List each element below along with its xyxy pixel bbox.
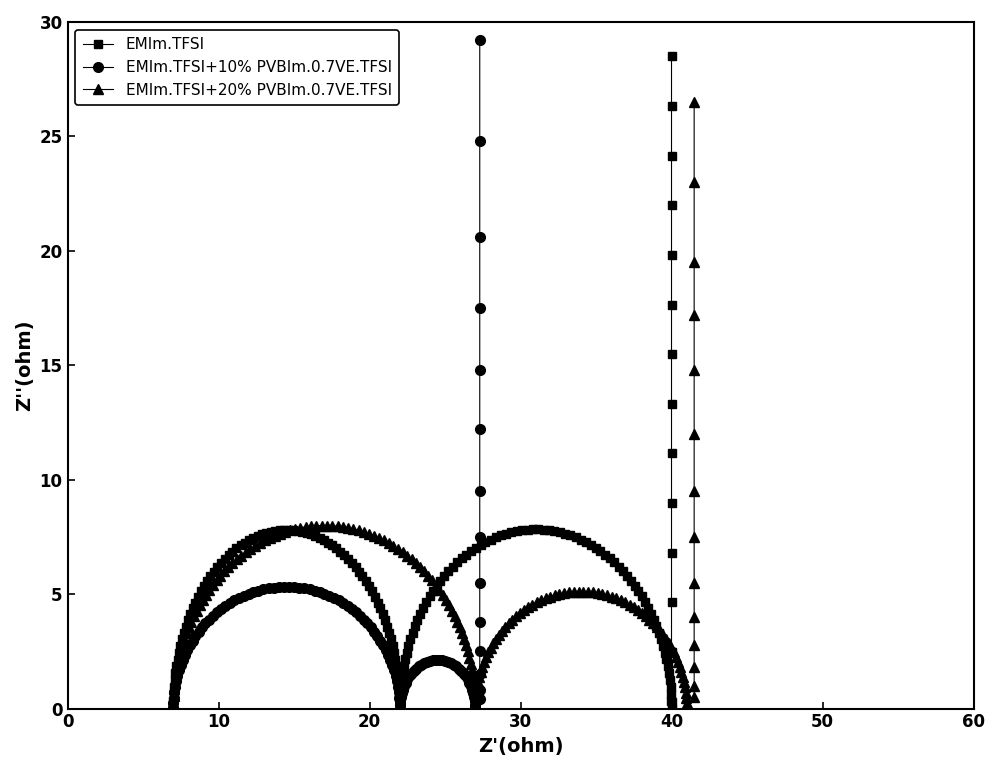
EMIm.TFSI+10% PVBIm.0.7VE.TFSI <box>173 666 185 675</box>
EMIm.TFSI <box>396 668 408 678</box>
EMIm.TFSI+10% PVBIm.0.7VE.TFSI <box>394 704 406 713</box>
EMIm.TFSI <box>666 52 678 61</box>
EMIm.TFSI+10% PVBIm.0.7VE.TFSI <box>365 623 377 632</box>
EMIm.TFSI <box>570 533 582 542</box>
X-axis label: Z'(ohm): Z'(ohm) <box>478 737 563 756</box>
EMIm.TFSI+20% PVBIm.0.7VE.TFSI <box>587 588 599 597</box>
EMIm.TFSI+10% PVBIm.0.7VE.TFSI <box>167 704 179 713</box>
Line: EMIm.TFSI+20% PVBIm.0.7VE.TFSI: EMIm.TFSI+20% PVBIm.0.7VE.TFSI <box>168 97 699 713</box>
EMIm.TFSI+20% PVBIm.0.7VE.TFSI <box>615 596 627 605</box>
EMIm.TFSI+20% PVBIm.0.7VE.TFSI <box>167 704 179 713</box>
EMIm.TFSI <box>372 598 384 607</box>
EMIm.TFSI <box>420 598 432 607</box>
Line: EMIm.TFSI+10% PVBIm.0.7VE.TFSI: EMIm.TFSI+10% PVBIm.0.7VE.TFSI <box>168 35 485 713</box>
EMIm.TFSI+10% PVBIm.0.7VE.TFSI <box>462 675 474 684</box>
EMIm.TFSI+20% PVBIm.0.7VE.TFSI <box>473 672 485 682</box>
EMIm.TFSI <box>599 550 611 559</box>
EMIm.TFSI+20% PVBIm.0.7VE.TFSI <box>469 704 481 713</box>
EMIm.TFSI+20% PVBIm.0.7VE.TFSI <box>688 97 700 106</box>
Y-axis label: Z''(ohm): Z''(ohm) <box>15 319 34 411</box>
EMIm.TFSI+10% PVBIm.0.7VE.TFSI <box>184 641 196 650</box>
Legend: EMIm.TFSI, EMIm.TFSI+10% PVBIm.0.7VE.TFSI, EMIm.TFSI+20% PVBIm.0.7VE.TFSI: EMIm.TFSI, EMIm.TFSI+10% PVBIm.0.7VE.TFS… <box>75 29 399 105</box>
EMIm.TFSI+10% PVBIm.0.7VE.TFSI <box>189 631 201 641</box>
EMIm.TFSI+20% PVBIm.0.7VE.TFSI <box>410 558 422 567</box>
EMIm.TFSI <box>664 675 676 685</box>
EMIm.TFSI <box>167 704 179 713</box>
EMIm.TFSI <box>394 704 406 713</box>
EMIm.TFSI+10% PVBIm.0.7VE.TFSI <box>474 35 486 45</box>
EMIm.TFSI+20% PVBIm.0.7VE.TFSI <box>679 683 691 692</box>
Line: EMIm.TFSI: EMIm.TFSI <box>169 52 676 712</box>
EMIm.TFSI+10% PVBIm.0.7VE.TFSI <box>283 582 295 591</box>
EMIm.TFSI+20% PVBIm.0.7VE.TFSI <box>466 665 478 675</box>
